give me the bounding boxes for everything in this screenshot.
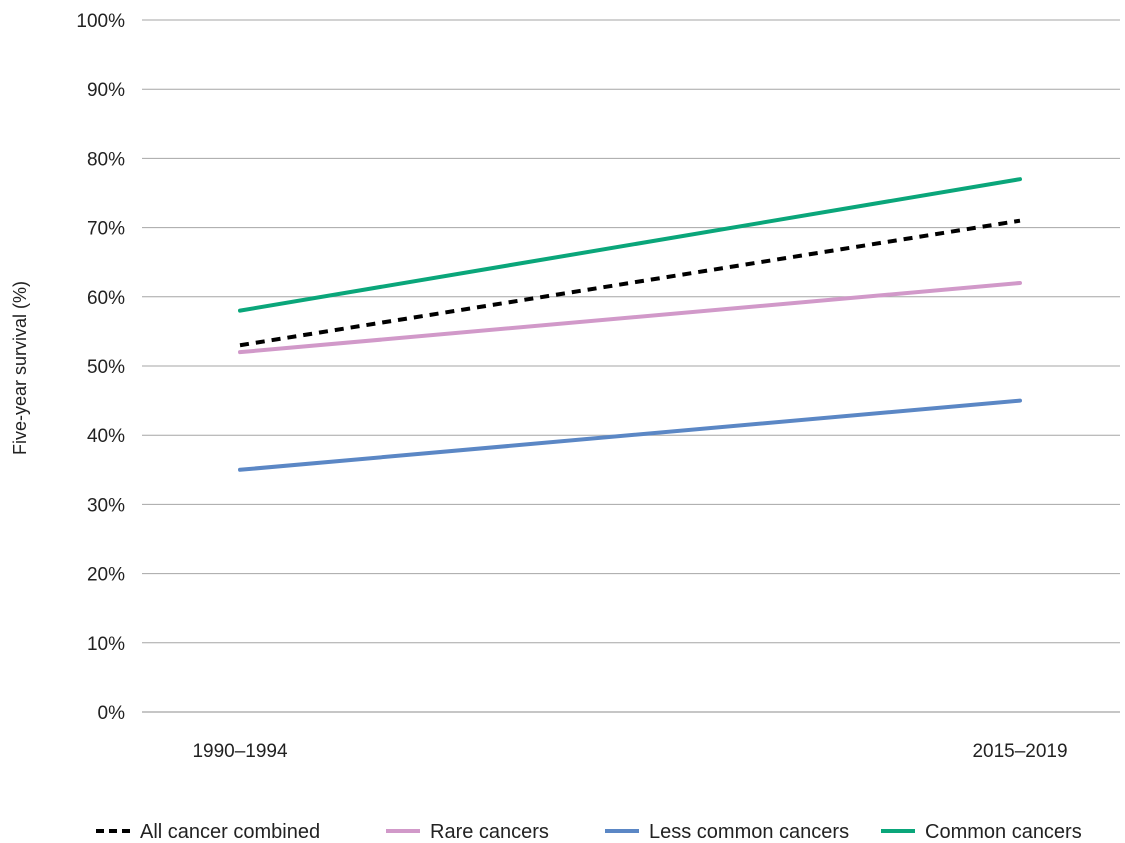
series-line-less-common-cancers — [238, 398, 1022, 472]
x-axis-tick-labels: 1990–1994 2015–2019 — [192, 741, 1067, 762]
legend: All cancer combined Rare cancers Less comm… — [96, 821, 1082, 843]
y-tick-label: 100% — [76, 11, 125, 32]
y-tick-label: 90% — [87, 80, 125, 101]
legend-label: Rare cancers — [430, 821, 549, 843]
series-line-rare-cancers — [238, 280, 1022, 355]
y-axis-title: Five-year survival (%) — [10, 281, 30, 455]
series-line-common-cancers — [238, 177, 1022, 313]
x-tick-label: 1990–1994 — [192, 741, 288, 762]
legend-label: All cancer combined — [140, 821, 320, 843]
y-tick-label: 60% — [87, 288, 125, 309]
y-tick-label: 70% — [87, 219, 125, 240]
x-tick-label: 2015–2019 — [972, 741, 1067, 762]
y-tick-label: 10% — [87, 634, 125, 655]
y-tick-label: 20% — [87, 565, 125, 586]
y-tick-label: 50% — [87, 357, 125, 378]
y-tick-label: 0% — [98, 703, 126, 724]
gridlines — [142, 19, 1120, 713]
y-tick-label: 80% — [87, 149, 125, 170]
y-tick-label: 30% — [87, 495, 125, 516]
y-axis-tick-labels: 0% 10% 20% 30% 40% 50% 60% 70% 80% 90% 100% — [76, 11, 125, 724]
series-lines — [238, 177, 1022, 472]
legend-label: Less common cancers — [649, 821, 849, 843]
legend-label: Common cancers — [925, 821, 1082, 843]
y-tick-label: 40% — [87, 426, 125, 447]
series-line-all-cancer-combined — [239, 218, 1021, 348]
